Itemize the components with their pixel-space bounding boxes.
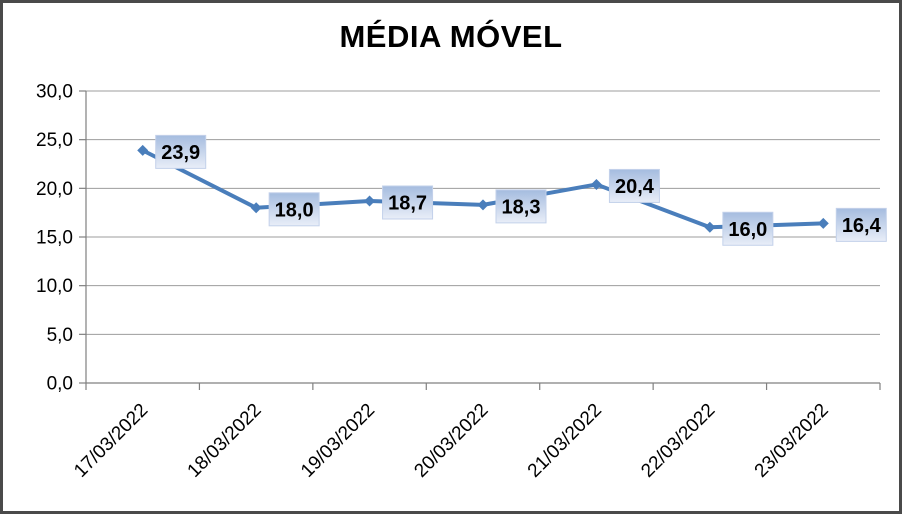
x-axis-tick-label: 18/03/2022 (184, 400, 266, 482)
data-point-marker (817, 217, 829, 229)
data-label: 16,4 (842, 215, 882, 237)
y-axis-tick-label: 30,0 (36, 82, 73, 103)
chart-title: MÉDIA MÓVEL (339, 19, 563, 54)
data-label: 18,0 (275, 199, 314, 221)
y-axis-tick-label: 15,0 (36, 228, 73, 249)
data-label-box (268, 192, 320, 227)
x-axis-tick-label: 19/03/2022 (297, 400, 379, 482)
data-label-box (382, 185, 434, 220)
x-axis-tick-label: 21/03/2022 (524, 400, 606, 482)
data-label-box (155, 134, 207, 169)
y-axis-tick-label: 0,0 (47, 374, 73, 395)
x-axis-tick-label: 22/03/2022 (637, 400, 719, 482)
data-point-marker (590, 178, 602, 190)
data-point-marker (250, 202, 262, 214)
data-label: 16,0 (728, 219, 767, 241)
data-label-box (835, 207, 887, 242)
data-label-box (495, 189, 547, 224)
y-axis-tick-label: 10,0 (36, 276, 73, 297)
x-axis-tick-label: 23/03/2022 (751, 400, 833, 482)
data-point-marker (704, 221, 716, 233)
chart-plot: 0,0 5,0 10,0 15,0 20,0 25,0 30,0 17/03/2022 18/0… (36, 82, 887, 482)
y-axis-tick-label: 25,0 (36, 130, 73, 151)
data-label: 18,7 (388, 192, 427, 214)
y-axis-tick-label: 20,0 (36, 179, 73, 200)
data-point-marker (137, 144, 149, 156)
data-label: 23,9 (161, 142, 200, 164)
data-label-box (722, 211, 774, 246)
data-label-box (608, 168, 660, 203)
y-axis-tick-label: 5,0 (47, 325, 73, 346)
data-label: 20,4 (615, 176, 655, 198)
data-label: 18,3 (502, 196, 541, 218)
data-point-marker (364, 195, 376, 207)
x-axis-tick-label: 20/03/2022 (410, 400, 492, 482)
x-axis-tick-label: 17/03/2022 (70, 400, 152, 482)
data-point-marker (477, 199, 489, 211)
